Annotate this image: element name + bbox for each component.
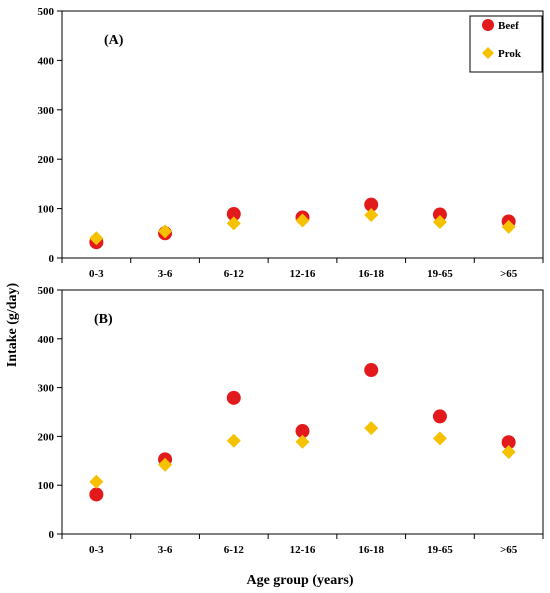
panel-a-y-tick-label: 100 — [38, 204, 55, 216]
panel-a-y-tick-label: 400 — [38, 55, 55, 67]
panel-a-y-tick-label: 500 — [38, 6, 55, 18]
panel-b-pork-point — [295, 434, 310, 449]
panel-b-beef-point — [89, 487, 104, 502]
panel-b-pork-point — [501, 445, 516, 460]
panel-a-beef-point — [364, 197, 379, 212]
panel-b-beef-point — [432, 409, 447, 424]
x-axis-title: Age group (years) — [246, 573, 353, 588]
panel-a-y-tick-label: 200 — [38, 154, 55, 166]
panel-a-plot-frame — [61, 10, 544, 259]
panel-a-pork-point — [158, 224, 173, 239]
legend-entry-label: Prok — [498, 48, 522, 60]
panel-b-y-tick-label: 100 — [38, 480, 55, 492]
panel-a-x-tick-label: 19-65 — [427, 268, 453, 280]
panel-a-beef-point — [226, 207, 241, 222]
panel-b-y-tick-label: 400 — [38, 334, 55, 346]
panel-b-x-tick-label: 19-65 — [427, 544, 453, 556]
panel-a-pork-point — [295, 213, 310, 228]
panel-b-x-tick-label: >65 — [500, 544, 518, 556]
panel-b-y-tick-label: 300 — [38, 383, 55, 395]
legend-beef-marker — [482, 19, 494, 31]
legend-box — [469, 15, 543, 73]
panel-b-pork-point — [432, 431, 447, 446]
panel-b-x-tick-label: 0-3 — [89, 544, 104, 556]
panel-a-legend: Beef Prok — [469, 15, 543, 73]
panel-a-x-tick-label: 3-6 — [158, 268, 173, 280]
panel-b-x-tick-label: 16-18 — [358, 544, 384, 556]
panel-a-y-tick-label: 0 — [49, 253, 55, 265]
panel-a-x-tick-label: >65 — [500, 268, 518, 280]
panel-b-beef-point — [364, 363, 379, 378]
panel-a-pork-point — [364, 208, 379, 223]
panel-b-beef-point — [226, 390, 241, 405]
panel-b-y-tick-label: 500 — [38, 285, 55, 297]
panel-b-pork-point — [364, 421, 379, 436]
panel-a-pork-point — [501, 219, 516, 234]
panel-a-chart: 0 100 200 300 400 500 0-3 3-6 6-12 12-16 16-18 19-6… — [38, 6, 544, 280]
panel-a-x-tick-label: 16-18 — [358, 268, 384, 280]
panel-b-plot-frame — [61, 289, 544, 535]
legend-entry-label: Beef — [498, 20, 519, 32]
panel-b-y-tick-label: 0 — [49, 529, 55, 541]
panel-a-pork-point — [226, 216, 241, 231]
panel-a-x-tick-label: 0-3 — [89, 268, 104, 280]
panel-a-pork-point — [89, 231, 104, 246]
panel-b-label: (B) — [94, 312, 113, 327]
y-axis-title: Intake (g/day) — [5, 282, 20, 367]
panel-b-pork-point — [226, 433, 241, 448]
panel-b-x-tick-label: 12-16 — [290, 544, 316, 556]
panel-a-label: (A) — [104, 33, 124, 48]
panel-a-x-tick-label: 12-16 — [290, 268, 316, 280]
panel-b-chart: 0 100 200 300 400 500 0-3 3-6 6-12 12-16 16-18 19-6… — [38, 285, 544, 556]
panel-a-pork-point — [432, 214, 447, 229]
panel-b-beef-point — [501, 435, 516, 450]
legend-pork-marker — [482, 47, 494, 59]
panel-a-x-tick-label: 6-12 — [224, 268, 245, 280]
panel-b-beef-point — [295, 424, 310, 439]
panel-b-y-tick-label: 200 — [38, 431, 55, 443]
panel-a-y-tick-label: 300 — [38, 105, 55, 117]
panel-b-x-tick-label: 6-12 — [224, 544, 245, 556]
panel-b-pork-point — [158, 457, 173, 472]
panel-a-beef-point — [432, 207, 447, 222]
panel-b-x-tick-label: 3-6 — [158, 544, 173, 556]
panel-b-pork-point — [89, 474, 104, 489]
